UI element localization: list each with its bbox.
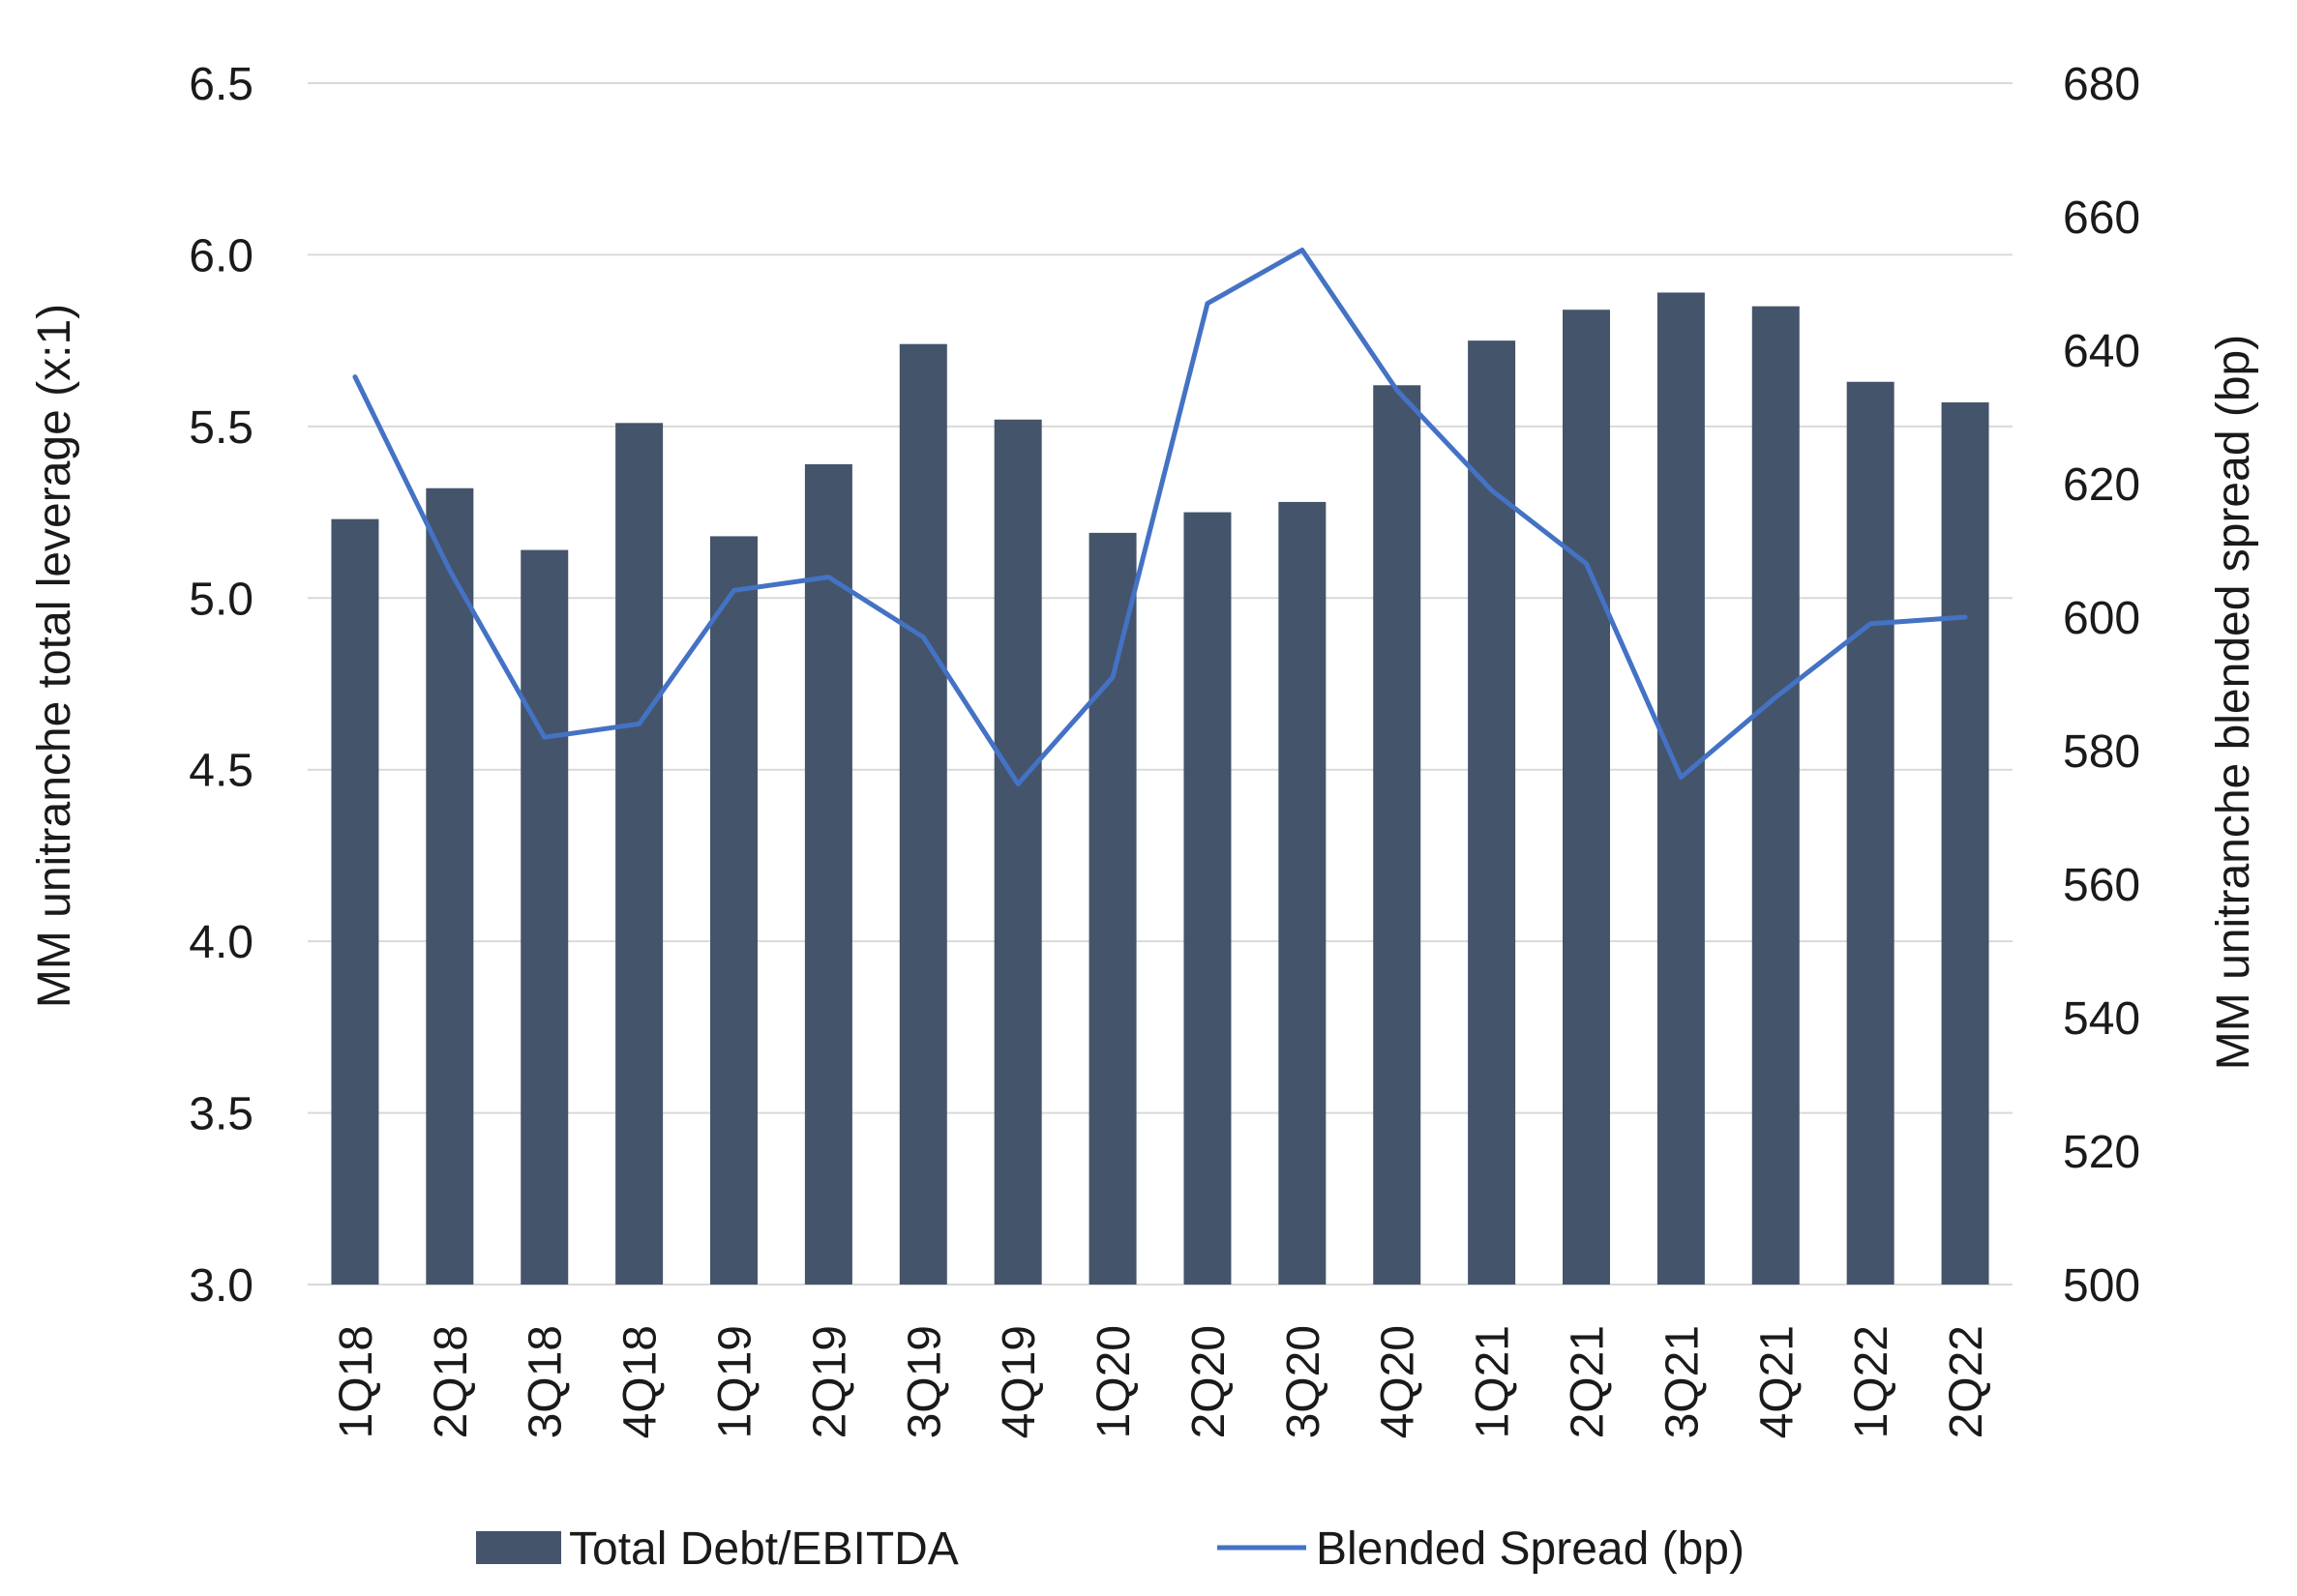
x-tick-label: 4Q20 xyxy=(1373,1325,1424,1438)
bar xyxy=(1278,501,1327,1285)
bar xyxy=(331,518,379,1285)
bar xyxy=(1846,381,1894,1285)
right-tick-label: 500 xyxy=(2063,1260,2140,1312)
x-tick-label: 1Q22 xyxy=(1846,1325,1897,1438)
bar xyxy=(899,343,947,1286)
x-tick-label: 1Q21 xyxy=(1468,1325,1519,1438)
x-tick-label: 3Q19 xyxy=(899,1325,950,1438)
right-tick-label: 580 xyxy=(2063,726,2140,778)
left-axis-ticks: 3.0 3.5 4.0 4.5 5.0 5.5 6.0 6.5 xyxy=(189,59,254,1312)
gridlines xyxy=(308,82,2013,1286)
bar xyxy=(1941,402,1989,1285)
left-tick-label: 5.0 xyxy=(189,574,254,625)
line-series xyxy=(352,248,1968,786)
x-tick-label: 2Q18 xyxy=(426,1325,477,1438)
left-tick-label: 3.0 xyxy=(189,1260,254,1312)
x-tick-label: 2Q22 xyxy=(1941,1325,1992,1438)
x-tick-label: 4Q21 xyxy=(1751,1325,1803,1438)
right-tick-label: 680 xyxy=(2063,59,2140,110)
x-tick-label: 3Q18 xyxy=(521,1325,572,1438)
bar xyxy=(1751,306,1800,1286)
left-tick-label: 6.5 xyxy=(189,59,254,110)
x-tick-label: 3Q21 xyxy=(1656,1325,1708,1438)
right-tick-label: 620 xyxy=(2063,459,2140,511)
series-line xyxy=(352,248,1968,786)
bar xyxy=(1089,532,1137,1285)
right-tick-label: 560 xyxy=(2063,860,2140,911)
right-tick-label: 600 xyxy=(2063,593,2140,644)
right-tick-label: 520 xyxy=(2063,1127,2140,1178)
legend: Total Debt/EBITDA Blended Spread (bp) xyxy=(476,1523,1745,1575)
bar xyxy=(710,536,758,1285)
left-tick-label: 4.5 xyxy=(189,746,254,797)
bar xyxy=(1468,340,1516,1286)
right-tick-label: 540 xyxy=(2063,993,2140,1045)
x-tick-label: 1Q19 xyxy=(710,1325,761,1438)
legend-line-label: Blended Spread (bp) xyxy=(1316,1523,1745,1575)
left-axis-title: MM unitranche total leverage (x:1) xyxy=(29,304,80,1008)
left-tick-label: 3.5 xyxy=(189,1089,254,1140)
bar xyxy=(426,488,474,1285)
right-axis-title: MM unitranche blended spread (bp) xyxy=(2208,335,2259,1070)
bar xyxy=(1183,512,1232,1285)
x-tick-label: 1Q20 xyxy=(1089,1325,1140,1438)
x-tick-label: 4Q19 xyxy=(994,1325,1045,1438)
x-tick-label: 2Q19 xyxy=(804,1325,855,1438)
right-tick-label: 660 xyxy=(2063,192,2140,244)
x-tick-label: 1Q18 xyxy=(331,1325,382,1438)
x-tick-label: 2Q21 xyxy=(1563,1325,1614,1438)
x-tick-label: 4Q18 xyxy=(615,1325,667,1438)
bar xyxy=(521,549,569,1285)
bar xyxy=(994,419,1042,1285)
x-axis-ticks: 1Q18 2Q18 3Q18 4Q18 1Q19 2Q19 3Q19 4Q19 1Q20 2Q20… xyxy=(331,1325,1992,1438)
left-tick-label: 5.5 xyxy=(189,402,254,454)
right-tick-label: 640 xyxy=(2063,326,2140,377)
bar-series xyxy=(331,292,1989,1286)
bar xyxy=(1563,310,1610,1286)
bar xyxy=(1373,385,1421,1285)
x-tick-label: 2Q20 xyxy=(1183,1325,1235,1438)
left-tick-label: 6.0 xyxy=(189,230,254,281)
right-axis-ticks: 500 520 540 560 580 600 620 640 660 680 xyxy=(2063,59,2140,1312)
x-tick-label: 3Q20 xyxy=(1278,1325,1329,1438)
left-tick-label: 4.0 xyxy=(189,917,254,968)
bar xyxy=(1656,292,1705,1285)
bar xyxy=(615,423,664,1285)
legend-bar-swatch xyxy=(476,1531,561,1564)
legend-bar-label: Total Debt/EBITDA xyxy=(569,1523,959,1575)
bar xyxy=(804,463,852,1285)
